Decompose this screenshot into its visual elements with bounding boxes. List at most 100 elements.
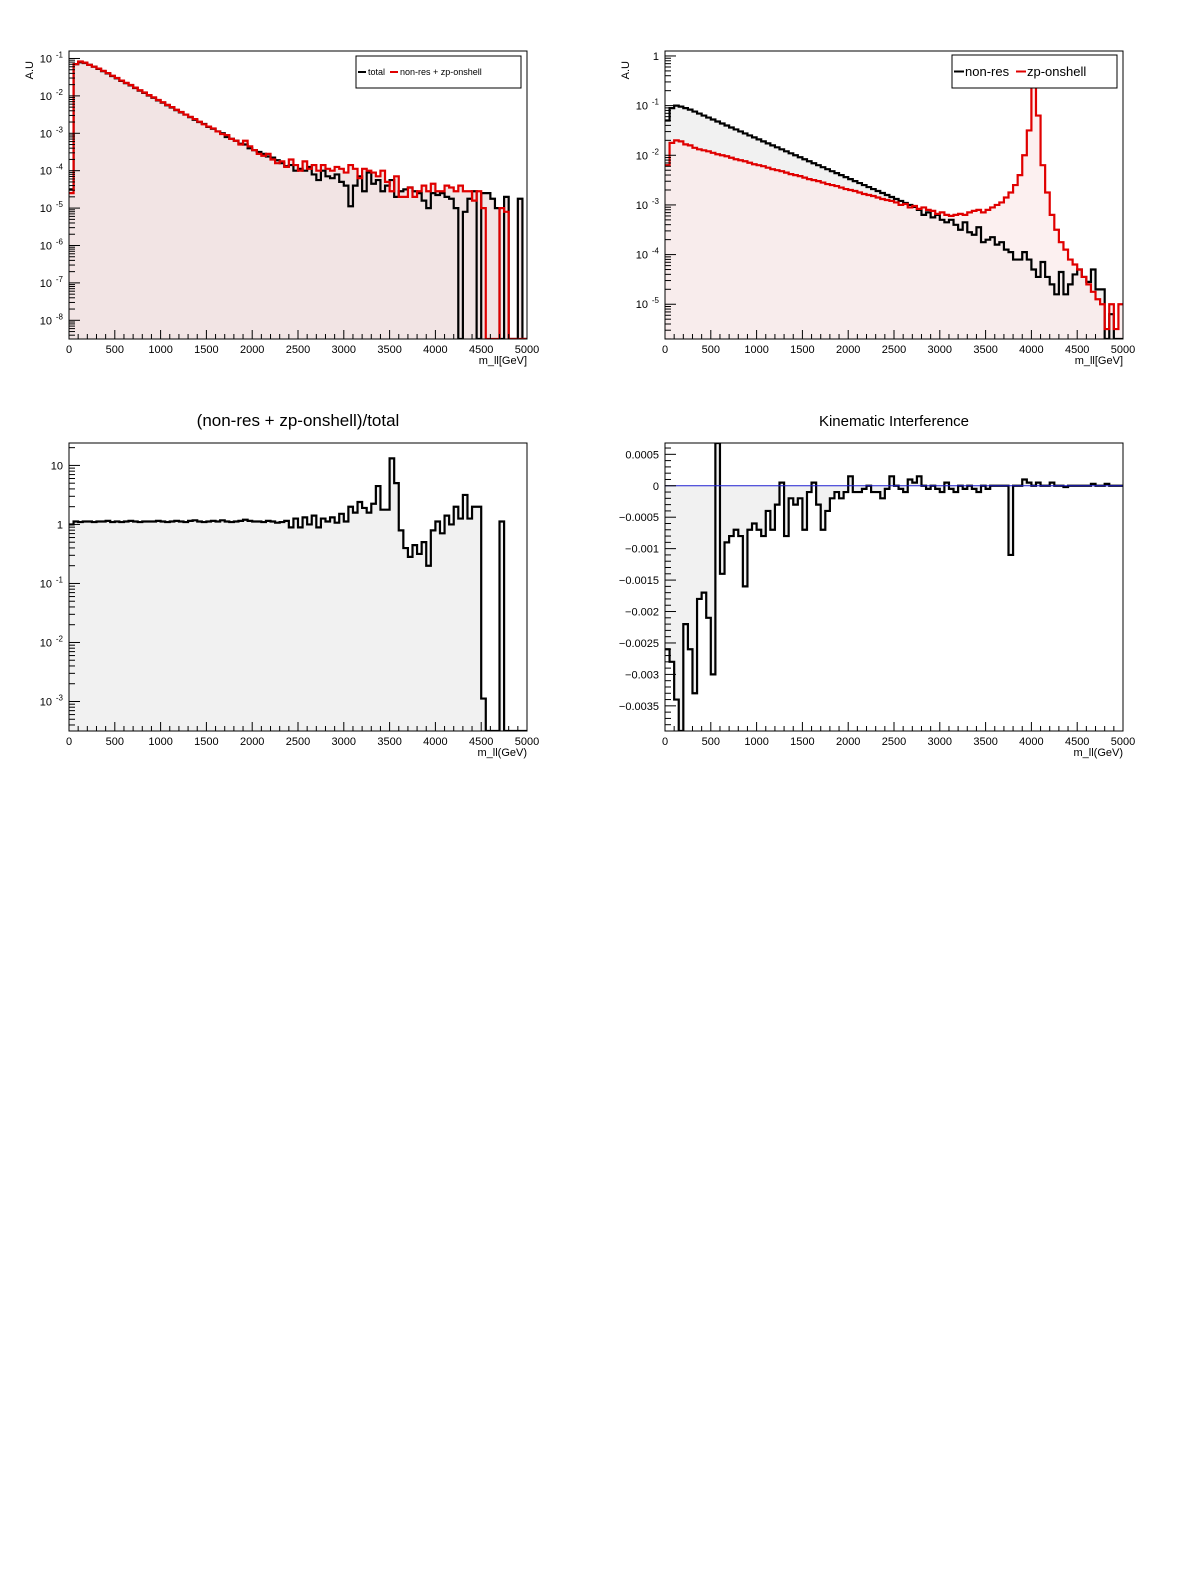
y-tick-label: −0.003 (625, 669, 659, 681)
x-tick-label: 3000 (332, 344, 356, 356)
x-tick-label: 2500 (286, 736, 310, 748)
y-tick-label: −0.0005 (619, 512, 659, 524)
y-tick-exponent: -1 (652, 98, 660, 107)
x-tick-label: 500 (702, 344, 720, 356)
plot-area (69, 457, 527, 731)
series-fill-non-res + zp-onshell (69, 61, 527, 339)
y-tick-label: 10 (40, 91, 52, 103)
series-line-data (69, 457, 527, 731)
series-line-zp-onshell (665, 79, 1123, 331)
chart-interference: 0 500 1000 1500 2000 2500 3000 3500 4000 4500 5000… (619, 413, 1135, 759)
series-fill-data (69, 458, 527, 731)
y-tick-exponent: -1 (56, 50, 64, 59)
y-axis-label: A.U (24, 61, 36, 79)
chart-ratio: 0 500 1000 1500 2000 2500 3000 3500 4000 4500 5000… (40, 411, 539, 759)
x-axis: 0 500 1000 1500 2000 2500 3000 3500 4000 4500 5000… (662, 722, 1135, 759)
x-tick-label: 3500 (377, 736, 401, 748)
x-tick-label: 500 (106, 344, 124, 356)
plot-area (69, 60, 527, 339)
x-tick-label: 5000 (515, 344, 539, 356)
y-tick-exponent: -5 (56, 200, 64, 209)
x-tick-label: 5000 (1111, 344, 1135, 356)
y-tick-label: 10 (40, 203, 52, 215)
legend-entry: non-res + zp-onshell (400, 67, 482, 77)
legend-box (355, 55, 522, 89)
x-tick-label: 0 (66, 736, 72, 748)
chart-components: 0 500 1000 1500 2000 2500 3000 3500 4000 4500 5000… (620, 50, 1135, 367)
y-tick-label: 10 (40, 315, 52, 327)
y-tick-label: 10 (40, 696, 52, 708)
x-tick-label: 2000 (240, 736, 264, 748)
series-line-non-res (665, 104, 1123, 339)
y-tick-exponent: -3 (56, 693, 64, 702)
x-tick-label: 0 (66, 344, 72, 356)
y-tick-label: 1 (653, 51, 659, 63)
x-tick-label: 4500 (469, 736, 493, 748)
legend-entry: total (368, 67, 385, 77)
x-tick-label: 0 (662, 344, 668, 356)
x-tick-label: 2500 (882, 344, 906, 356)
x-tick-label: 3500 (377, 344, 401, 356)
series-fill-zp-onshell (665, 80, 1123, 339)
y-tick-label: 0 (653, 481, 659, 493)
x-tick-label: 2000 (836, 344, 860, 356)
plot-area (665, 443, 1123, 731)
x-axis-label: m_ll[GeV] (479, 355, 527, 367)
y-tick-label: 10 (51, 460, 63, 472)
y-tick-label: 10 (40, 278, 52, 290)
y-tick-exponent: -2 (652, 147, 660, 156)
x-axis: 0 500 1000 1500 2000 2500 3000 3500 4000 4500 5000… (66, 330, 539, 367)
y-tick-label: 0.0005 (625, 449, 659, 461)
x-tick-label: 5000 (1111, 736, 1135, 748)
x-tick-label: 4500 (469, 344, 493, 356)
x-tick-label: 500 (702, 736, 720, 748)
y-tick-exponent: -6 (56, 237, 64, 246)
y-tick-label: 10 (40, 53, 52, 65)
x-tick-label: 4000 (423, 736, 447, 748)
chart-total-vs-sum: 0 500 1000 1500 2000 2500 3000 3500 4000 4500 5000… (24, 50, 539, 367)
x-tick-label: 4500 (1065, 736, 1089, 748)
y-tick-exponent: -2 (56, 634, 64, 643)
x-tick-label: 4500 (1065, 344, 1089, 356)
y-tick-label: 10 (636, 200, 648, 212)
x-tick-label: 4000 (423, 344, 447, 356)
y-tick-exponent: -3 (56, 125, 64, 134)
y-axis: 10 1 10 -1 10 -2 10 -3 (40, 447, 80, 726)
x-tick-label: 2500 (286, 344, 310, 356)
y-tick-label: 10 (40, 128, 52, 140)
y-tick-label: −0.0025 (619, 638, 659, 650)
x-tick-label: 1500 (790, 736, 814, 748)
x-tick-label: 3000 (332, 736, 356, 748)
x-tick-label: 3500 (973, 344, 997, 356)
x-tick-label: 1000 (148, 736, 172, 748)
x-tick-label: 1000 (148, 344, 172, 356)
y-tick-label: −0.0015 (619, 575, 659, 587)
y-tick-label: 10 (636, 299, 648, 311)
y-axis: 1 10 -1 10 -2 10 -3 10 -4 10 -5 A.U (620, 51, 676, 340)
y-tick-exponent: -8 (56, 312, 64, 321)
legend-box (951, 54, 1118, 89)
y-tick-exponent: -4 (56, 163, 64, 172)
x-tick-label: 2000 (240, 344, 264, 356)
y-tick-label: 10 (636, 101, 648, 113)
y-axis-label: A.U (620, 61, 632, 79)
x-axis: 0 500 1000 1500 2000 2500 3000 3500 4000 4500 5000… (66, 722, 539, 759)
x-axis-label: m_ll(GeV) (1073, 747, 1123, 759)
y-tick-label: 10 (636, 250, 648, 262)
x-tick-label: 500 (106, 736, 124, 748)
chart-title: (non-res + zp-onshell)/total (197, 411, 400, 430)
y-tick-exponent: -4 (652, 247, 660, 256)
y-tick-label: 10 (40, 578, 52, 590)
x-axis: 0 500 1000 1500 2000 2500 3000 3500 4000 4500 5000… (662, 330, 1135, 367)
y-tick-label: −0.002 (625, 607, 659, 619)
x-tick-label: 2000 (836, 736, 860, 748)
y-tick-label: 10 (40, 637, 52, 649)
x-tick-label: 1000 (744, 736, 768, 748)
y-tick-exponent: -5 (652, 296, 660, 305)
legend: non-res zp-onshell (951, 54, 1118, 89)
y-tick-label: 10 (40, 166, 52, 178)
x-tick-label: 5000 (515, 736, 539, 748)
chart-title: Kinematic Interference (819, 413, 969, 430)
y-tick-exponent: -2 (56, 88, 64, 97)
y-axis: 0.0005 0 −0.0005 −0.001 −0.0015 −0.002 −0.0025… (619, 447, 676, 732)
